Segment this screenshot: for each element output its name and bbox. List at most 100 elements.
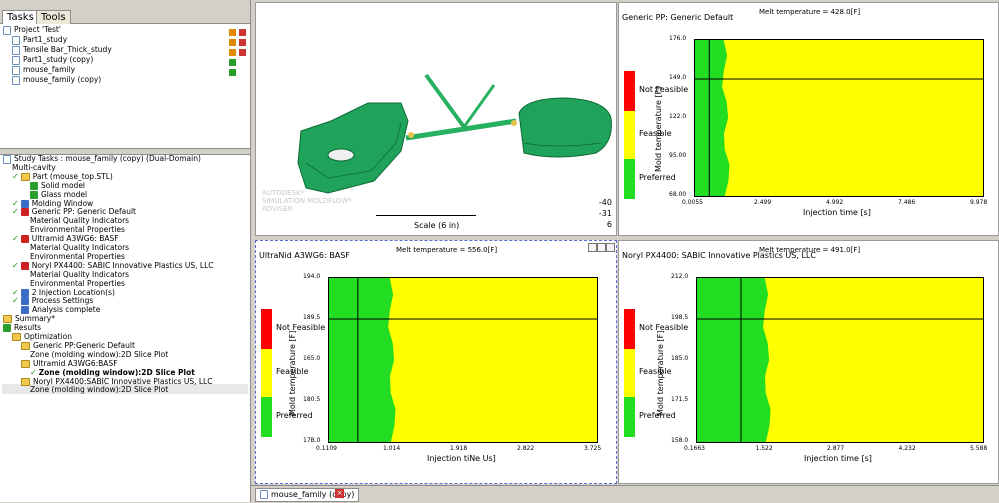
melt-temperature-label: Melt temperature = 428.0[F] bbox=[759, 8, 861, 16]
tree-item[interactable]: Results bbox=[3, 323, 41, 333]
tree-item[interactable]: Ultramid A3WG6:BASF bbox=[21, 359, 118, 369]
tree-item[interactable]: Environmental Properties bbox=[30, 279, 125, 289]
y-tick-label: 198.5 bbox=[671, 314, 689, 321]
molding-window-plot bbox=[696, 277, 984, 443]
project-icon bbox=[3, 25, 11, 35]
tree-item-label: Study Tasks : mouse_family (copy) (Dual-… bbox=[14, 154, 201, 163]
tree-item[interactable]: ✓ Molding Window bbox=[12, 199, 93, 209]
result-icon bbox=[239, 39, 246, 46]
tree-item-label: Glass model bbox=[41, 189, 88, 199]
tree-item[interactable]: Glass model bbox=[30, 190, 87, 200]
y-tick-label: 171.5 bbox=[671, 396, 689, 403]
panel-header-strip bbox=[0, 0, 250, 9]
y-tick-label: 180.5 bbox=[303, 396, 321, 403]
tree-item-label: Results bbox=[14, 323, 42, 333]
tree-item[interactable]: Part1_study bbox=[12, 35, 67, 45]
chart-pane-ultramid[interactable]: UltraNid A3WG6: BASF Melt temperature = 5… bbox=[255, 240, 617, 484]
y-tick-label: 95.00 bbox=[669, 152, 687, 159]
legend-feasible-swatch bbox=[624, 349, 635, 397]
preferred-region bbox=[695, 40, 983, 196]
y-tick-label: 194.0 bbox=[303, 273, 321, 280]
tree-item[interactable]: Tensile Bar_Thick_study bbox=[12, 45, 112, 55]
tree-item[interactable]: Part1_study (copy) bbox=[12, 55, 93, 65]
legend-not-feasible-swatch bbox=[624, 71, 635, 111]
tree-item[interactable]: Environmental Properties bbox=[30, 225, 125, 235]
tree-item[interactable]: ✓ Part (mouse_top.STL) bbox=[12, 172, 113, 182]
y-tick-label: 212.0 bbox=[671, 273, 689, 280]
tree-item-label: Material Quality Indicators bbox=[30, 243, 130, 252]
injection-icon bbox=[20, 288, 29, 297]
summary-icon bbox=[3, 315, 12, 324]
tree-item-label: Multi-cavity bbox=[12, 162, 56, 172]
tree-item[interactable]: Optimization bbox=[12, 332, 72, 342]
x-tick-label: 4.232 bbox=[898, 445, 916, 452]
tree-item[interactable]: Material Quality Indicators bbox=[30, 270, 129, 280]
x-tick-label: 1.522 bbox=[755, 445, 773, 452]
tree-item[interactable]: Zone (molding window):2D Slice Plot bbox=[30, 350, 168, 360]
tree-item[interactable]: Project 'Test' bbox=[3, 25, 61, 35]
tab-tools[interactable]: Tools bbox=[36, 10, 71, 24]
tree-item[interactable]: ✓ Ultramid A3WG6: BASF bbox=[12, 234, 119, 244]
minimize-icon[interactable] bbox=[588, 243, 597, 252]
y-tick-label: 122.0 bbox=[669, 113, 687, 120]
close-icon[interactable] bbox=[606, 243, 615, 252]
x-axis-label: Injection time [s] bbox=[804, 454, 872, 463]
moldflow-watermark: AUTODESK* SIMULATION MOLDFLOW* ADVISER bbox=[262, 189, 352, 213]
status-icon bbox=[229, 29, 236, 36]
tree-item[interactable]: ✓ Zone (molding window):2D Slice Plot bbox=[30, 368, 195, 378]
x-tick-label: 4.992 bbox=[826, 199, 844, 206]
glass-model-icon bbox=[30, 190, 38, 199]
study-tasks-tree: Study Tasks : mouse_family (copy) (Dual-… bbox=[0, 154, 250, 484]
tree-item[interactable]: mouse_family (copy) bbox=[12, 75, 101, 85]
chart-title: Generic PP: Generic Default bbox=[622, 13, 734, 22]
tree-item[interactable]: ✓ 2 Injection Location(s) bbox=[12, 288, 115, 298]
tree-item[interactable]: Material Quality Indicators bbox=[30, 216, 129, 226]
panel-splitter[interactable] bbox=[0, 148, 250, 155]
analysis-icon bbox=[21, 306, 29, 315]
y-tick-label: 189.5 bbox=[303, 314, 321, 321]
study-icon bbox=[3, 154, 11, 164]
tree-item-label: Part1_study (copy) bbox=[23, 55, 94, 64]
scale-label: Scale (6 in) bbox=[414, 221, 460, 230]
study-icon bbox=[12, 55, 20, 65]
x-tick-label: 2.822 bbox=[517, 445, 535, 452]
molding-window-icon bbox=[20, 199, 29, 208]
tree-item[interactable]: Multi-cavity bbox=[12, 163, 56, 173]
legend-feasible: Feasible bbox=[276, 367, 309, 376]
tree-item-label: Zone (molding window):2D Slice Plot bbox=[38, 367, 195, 377]
check-icon: ✓ bbox=[12, 234, 19, 244]
tree-item[interactable]: Analysis complete bbox=[21, 305, 100, 315]
maximize-icon[interactable] bbox=[597, 243, 606, 252]
y-tick-label: 158.0 bbox=[671, 437, 689, 444]
close-tab-icon[interactable]: × bbox=[335, 489, 344, 498]
chart-pane-noryl[interactable]: Noryl PX4400: SABIC Innovative Plastics … bbox=[618, 240, 999, 484]
tree-item[interactable]: Study Tasks : mouse_family (copy) (Dual-… bbox=[3, 154, 201, 164]
tree-item-label: mouse_family (copy) bbox=[23, 75, 102, 84]
tree-item[interactable]: Summary* bbox=[3, 314, 55, 324]
legend-feasible: Feasible bbox=[639, 129, 672, 138]
project-tree: Project 'Test' Part1_study Tensile Bar_Thi… bbox=[0, 25, 250, 147]
chart-pane-generic-pp[interactable]: Generic PP: Generic Default Melt temperat… bbox=[618, 2, 999, 236]
tree-item[interactable]: ✓ Noryl PX4400: SABIC Innovative Plastics… bbox=[12, 261, 214, 271]
tree-item[interactable]: Environmental Properties bbox=[30, 252, 125, 262]
tree-item[interactable]: ✓ Generic PP: Generic Default bbox=[12, 207, 136, 217]
tree-item-label: Generic PP:Generic Default bbox=[33, 340, 135, 350]
tree-item[interactable]: Generic PP:Generic Default bbox=[21, 341, 135, 351]
legend-not-feasible-swatch bbox=[624, 309, 635, 349]
tree-item[interactable]: ✓ Process Settings bbox=[12, 296, 93, 306]
model-viewport[interactable]: AUTODESK* SIMULATION MOLDFLOW* ADVISER S… bbox=[255, 2, 617, 236]
tree-item[interactable]: Material Quality Indicators bbox=[30, 243, 129, 253]
tree-item-label: Part1_study bbox=[23, 35, 68, 44]
tab-tasks[interactable]: Tasks bbox=[2, 10, 39, 24]
tree-item-label: Molding Window bbox=[31, 198, 94, 208]
preferred-region bbox=[329, 278, 597, 442]
status-icon bbox=[229, 59, 236, 66]
tree-item[interactable]: Noryl PX4400:SABIC Innovative Plastics U… bbox=[21, 377, 212, 387]
solid-model-icon bbox=[30, 181, 38, 190]
tree-item[interactable]: Zone (molding window):2D Slice Plot bbox=[30, 385, 168, 395]
legend-feasible-swatch bbox=[261, 349, 272, 397]
document-tab[interactable]: mouse_family (copy) bbox=[255, 488, 360, 502]
tree-item[interactable]: mouse_family bbox=[12, 65, 75, 75]
tree-item-label: Optimization bbox=[24, 332, 72, 341]
tree-item[interactable]: Solid model bbox=[30, 181, 85, 191]
